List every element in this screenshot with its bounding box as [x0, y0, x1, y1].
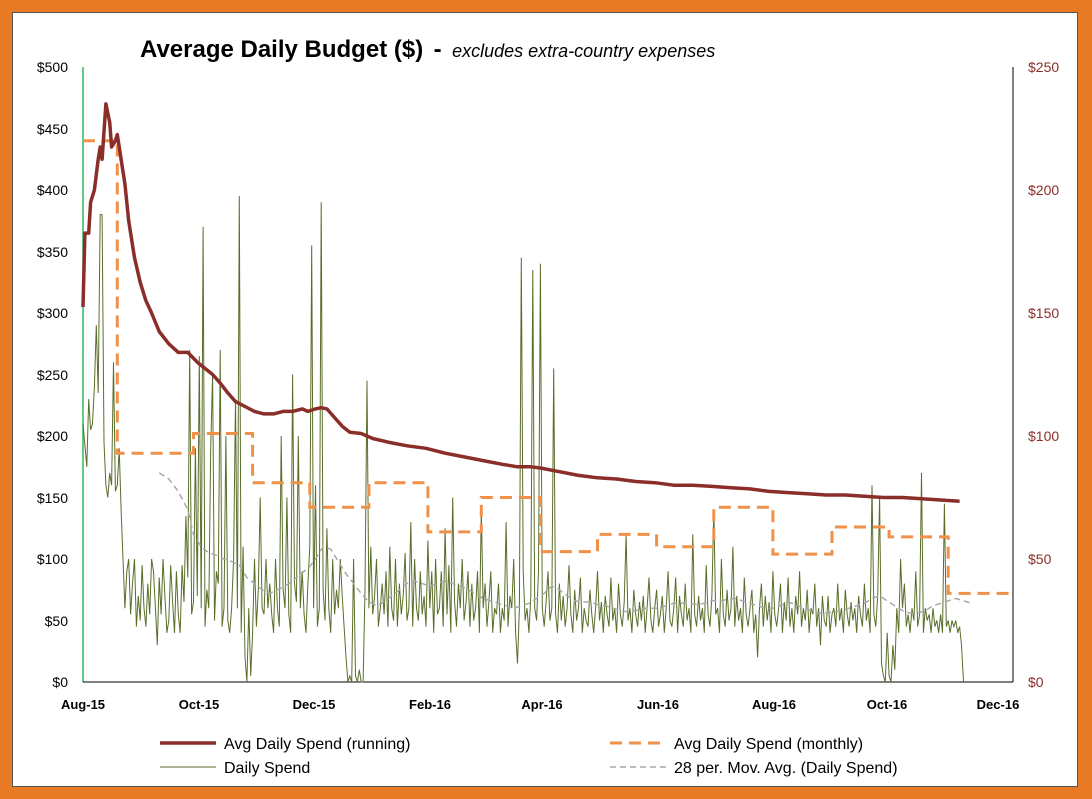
left-y-tick-label: $250	[37, 367, 68, 383]
left-y-tick-label: $300	[37, 305, 68, 321]
series-daily-spend-line	[82, 196, 964, 683]
left-y-tick-label: $450	[37, 121, 68, 137]
left-y-tick-label: $0	[52, 674, 68, 690]
series-running-avg-line	[81, 102, 960, 503]
chart-title-group: Average Daily Budget ($) - excludes extr…	[140, 36, 715, 63]
series-layer	[81, 102, 1013, 683]
left-y-tick-label: $350	[37, 244, 68, 260]
chart-title-separator: -	[434, 36, 442, 63]
x-tick-label: Oct-15	[179, 697, 219, 712]
left-y-tick-labels: $0 $50 $100 $150 $200 $250 $300 $350 $40…	[37, 59, 68, 690]
legend: Avg Daily Spend (running) Avg Daily Spen…	[160, 736, 898, 777]
x-tick-label: Oct-16	[867, 697, 907, 712]
legend-label-running: Avg Daily Spend (running)	[224, 736, 410, 753]
right-y-tick-label: $50	[1028, 551, 1052, 567]
left-y-tick-label: $50	[45, 613, 69, 629]
right-y-tick-label: $250	[1028, 59, 1059, 75]
legend-label-monthly: Avg Daily Spend (monthly)	[674, 736, 863, 753]
right-y-tick-label: $200	[1028, 182, 1059, 198]
chart-title: Average Daily Budget ($)	[140, 36, 423, 63]
left-y-tick-label: $200	[37, 428, 68, 444]
series-moving-average-line	[158, 472, 972, 614]
right-y-tick-label: $150	[1028, 305, 1059, 321]
right-y-tick-label: $0	[1028, 674, 1044, 690]
chart-subtitle: excludes extra-country expenses	[452, 41, 715, 61]
left-y-tick-label: $400	[37, 182, 68, 198]
x-tick-label: Apr-16	[521, 697, 562, 712]
x-tick-label: Dec-15	[293, 697, 336, 712]
legend-label-daily: Daily Spend	[224, 760, 310, 777]
left-y-tick-label: $150	[37, 490, 68, 506]
x-tick-label: Dec-16	[977, 697, 1020, 712]
right-y-tick-label: $100	[1028, 428, 1059, 444]
x-tick-label: Feb-16	[409, 697, 451, 712]
left-y-tick-label: $100	[37, 551, 68, 567]
x-tick-label: Aug-16	[752, 697, 796, 712]
series-monthly-avg-line	[83, 139, 1013, 595]
x-tick-label: Jun-16	[637, 697, 679, 712]
x-tick-label: Aug-15	[61, 697, 105, 712]
legend-label-moving-average: 28 per. Mov. Avg. (Daily Spend)	[674, 760, 898, 777]
right-y-tick-labels: $0 $50 $100 $150 $200 $250	[1028, 59, 1059, 690]
x-tick-labels: Aug-15 Oct-15 Dec-15 Feb-16 Apr-16 Jun-1…	[61, 697, 1019, 712]
left-y-tick-label: $500	[37, 59, 68, 75]
